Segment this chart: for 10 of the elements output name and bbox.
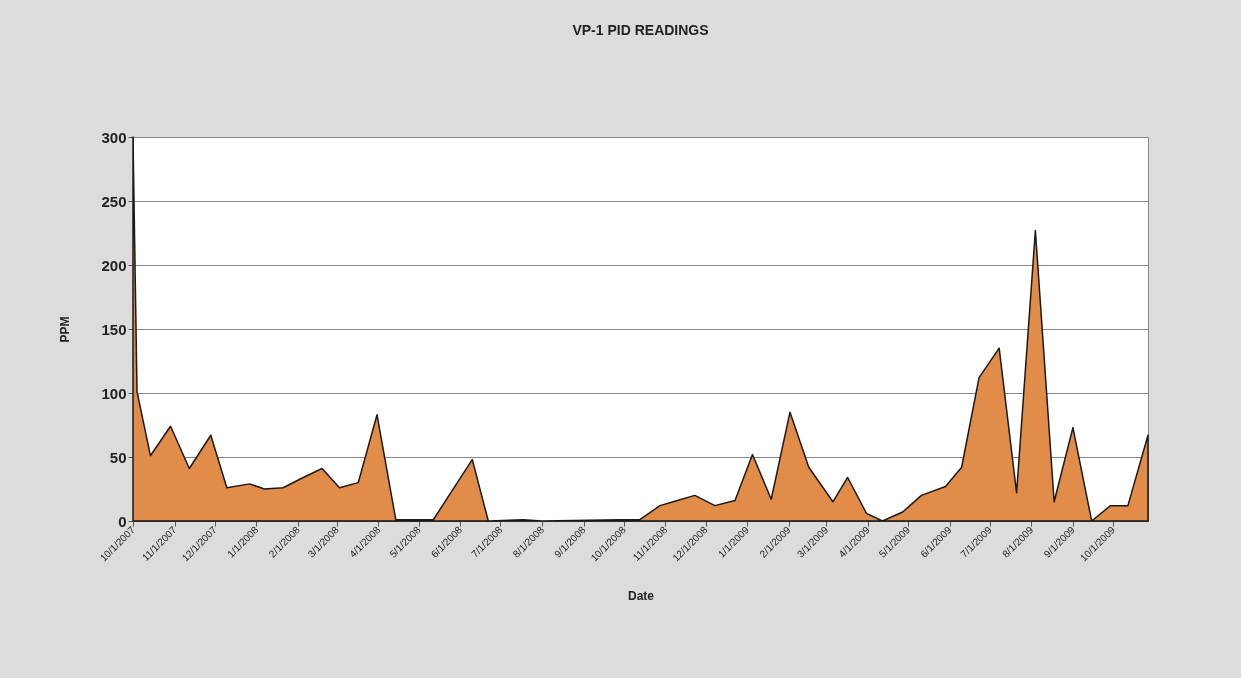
y-tick-label: 250 (101, 192, 127, 210)
y-tick-label: 50 (109, 448, 127, 466)
y-axis-title: PPM (57, 316, 72, 343)
y-tick-label: 300 (101, 128, 127, 146)
chart-title: VP-1 PID READINGS (572, 22, 709, 38)
y-tick-label: 100 (101, 384, 127, 402)
x-axis-title: Date (627, 589, 655, 604)
y-tick-label: 200 (101, 256, 127, 274)
y-tick-label: 0 (118, 512, 127, 530)
y-tick-label: 150 (101, 320, 127, 338)
